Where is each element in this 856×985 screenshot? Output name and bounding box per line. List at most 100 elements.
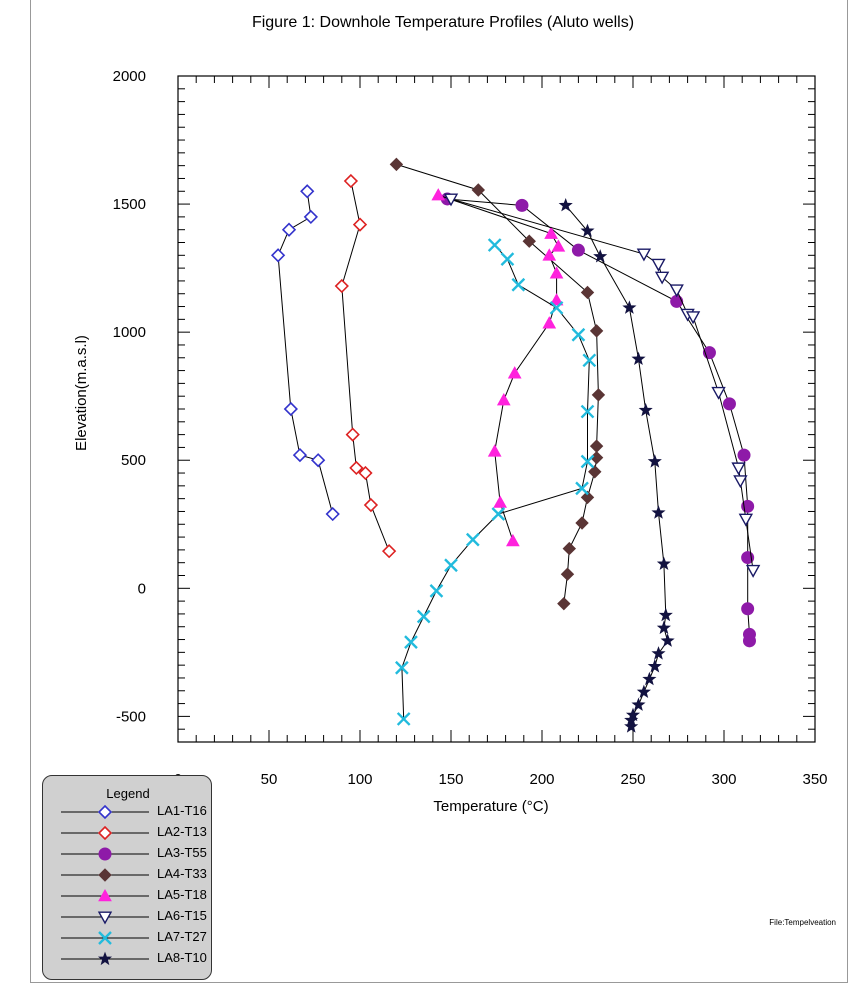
y-tick-label: 1000 (113, 324, 146, 341)
legend-title: Legend (106, 786, 150, 801)
data-point-LA8-T10 (631, 697, 646, 711)
legend-swatch (61, 888, 149, 902)
legend-label: LA1-T16 (157, 803, 207, 818)
legend-swatch (61, 825, 149, 841)
series-LA1-T16 (270, 184, 340, 522)
data-point-LA7-T27 (491, 507, 506, 521)
legend-marker (98, 868, 112, 882)
legend-marker (97, 951, 113, 966)
series-line-LA3-T55 (447, 198, 750, 641)
legend-item: LA7-T27 (43, 928, 213, 948)
y-tick-label: 0 (138, 580, 146, 597)
data-point-LA4-T33 (522, 234, 536, 248)
data-point-LA2-T13 (349, 460, 364, 476)
data-point-LA5-T18 (431, 188, 446, 201)
data-point-LA5-T18 (551, 239, 566, 252)
legend-swatch (61, 911, 149, 925)
series-line-LA7-T27 (401, 244, 590, 719)
data-point-LA1-T16 (292, 447, 308, 463)
data-point-LA4-T33 (588, 465, 602, 479)
data-point-LA1-T16 (325, 506, 340, 522)
data-point-LA2-T13 (363, 497, 379, 513)
data-point-LA1-T16 (300, 184, 315, 199)
data-point-LA8-T10 (558, 197, 573, 212)
data-point-LA8-T10 (631, 351, 646, 366)
data-point-LA4-T33 (575, 516, 589, 530)
legend-swatch (61, 931, 149, 945)
data-point-LA5-T18 (507, 366, 522, 379)
data-point-LA8-T10 (658, 607, 673, 622)
data-point-LA6-T15 (733, 475, 748, 489)
data-point-LA6-T15 (654, 271, 670, 285)
x-tick-label: 300 (711, 771, 736, 788)
data-point-LA3-T55 (742, 634, 756, 648)
data-point-LA8-T10 (647, 454, 662, 468)
series-LA6-T15 (443, 193, 761, 578)
legend-item: LA6-T15 (43, 907, 213, 927)
data-point-LA4-T33 (589, 324, 604, 338)
data-point-LA7-T27 (395, 660, 409, 675)
data-point-LA6-T15 (731, 462, 746, 476)
data-point-LA2-T13 (334, 278, 349, 294)
data-point-LA1-T16 (281, 222, 297, 237)
x-axis-label: Temperature (°C) (433, 798, 548, 815)
file-note: File:Tempelveation (769, 918, 836, 927)
x-tick-label: 100 (347, 771, 372, 788)
data-point-LA8-T10 (636, 684, 651, 699)
series-LA7-T27 (395, 238, 597, 726)
series-line-LA1-T16 (277, 191, 334, 515)
data-point-LA2-T13 (358, 465, 373, 481)
legend-item: LA2-T13 (43, 823, 213, 843)
data-point-LA8-T10 (642, 671, 657, 686)
data-point-LA8-T10 (656, 620, 671, 635)
data-point-LA1-T16 (311, 453, 326, 468)
data-point-LA2-T13 (352, 217, 368, 232)
data-point-LA5-T18 (549, 266, 564, 279)
data-point-LA7-T27 (404, 635, 418, 649)
data-point-LA7-T27 (549, 300, 564, 315)
data-point-LA7-T27 (571, 327, 586, 342)
legend-label: LA3-T55 (157, 845, 207, 860)
legend-swatch (61, 951, 149, 966)
data-point-LA7-T27 (580, 404, 595, 419)
data-point-LA4-T33 (580, 285, 595, 300)
legend-swatch (61, 804, 149, 820)
y-tick-label: 2000 (113, 68, 146, 85)
data-point-LA7-T27 (444, 558, 458, 573)
legend-label: LA6-T15 (157, 908, 207, 923)
legend-label: LA5-T18 (157, 887, 207, 902)
data-point-LA8-T10 (638, 402, 653, 417)
data-point-LA8-T10 (593, 249, 608, 263)
data-point-LA4-T33 (591, 388, 606, 402)
data-point-LA7-T27 (429, 584, 444, 598)
x-tick-label: 250 (620, 771, 645, 788)
legend-marker (98, 847, 112, 861)
data-point-LA5-T18 (549, 293, 564, 306)
data-point-LA7-T27 (500, 252, 515, 266)
data-point-LA4-T33 (557, 596, 571, 611)
data-point-LA1-T16 (270, 248, 286, 263)
data-point-LA8-T10 (651, 505, 666, 519)
data-point-LA2-T13 (381, 544, 397, 559)
data-point-LA6-T15 (651, 258, 666, 272)
data-point-LA6-T15 (738, 513, 754, 527)
chart-axes (177, 75, 816, 743)
legend-label: LA4-T33 (157, 866, 207, 881)
data-point-LA8-T10 (660, 633, 675, 647)
data-point-LA4-T33 (562, 541, 577, 556)
data-point-LA8-T10 (580, 223, 595, 237)
data-point-LA7-T27 (575, 481, 589, 496)
data-point-LA3-T55 (737, 448, 751, 462)
data-point-LA5-T18 (542, 248, 557, 261)
data-point-LA6-T15 (636, 248, 652, 262)
legend-marker (97, 804, 113, 820)
series-LA3-T55 (440, 192, 756, 648)
legend-marker (97, 911, 113, 925)
x-tick-label: 150 (438, 771, 463, 788)
data-point-LA2-T13 (343, 173, 359, 189)
tick-labels: 0501001502002503003502000150010005000-50… (113, 68, 828, 788)
data-point-LA8-T10 (622, 300, 637, 314)
data-point-LA6-T15 (669, 284, 684, 298)
data-point-LA3-T55 (741, 602, 755, 616)
